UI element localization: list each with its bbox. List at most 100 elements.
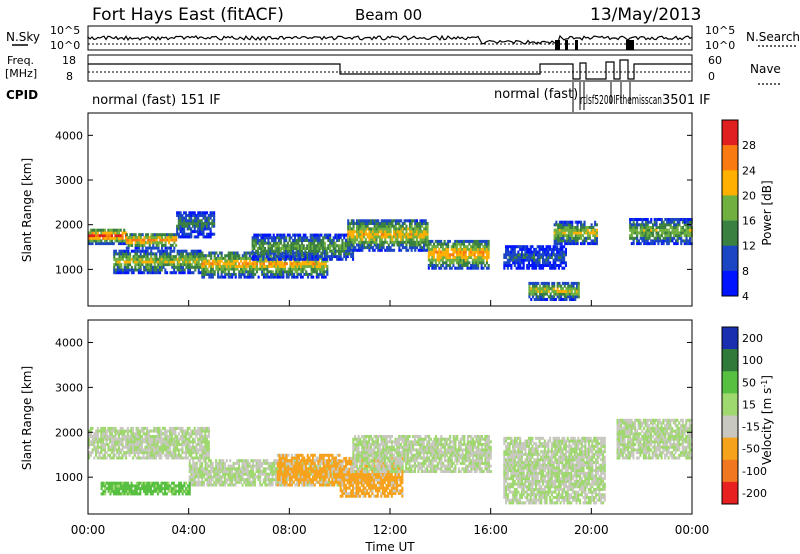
heatmap-cell — [473, 242, 476, 246]
heatmap-cell — [447, 264, 450, 267]
heatmap-cell — [311, 241, 314, 245]
heatmap-cell — [209, 227, 212, 231]
heatmap-cell — [234, 467, 237, 471]
heatmap-cell — [141, 260, 144, 264]
heatmap-cell — [146, 249, 149, 253]
heatmap-cell — [269, 461, 272, 465]
heatmap-cell — [565, 287, 568, 291]
heatmap-cell — [352, 232, 355, 236]
heatmap-cell — [125, 233, 128, 237]
heatmap-cell — [306, 239, 309, 242]
heatmap-cell — [220, 264, 223, 268]
heatmap-cell — [505, 256, 508, 259]
heatmap-cell — [643, 228, 646, 232]
heatmap-cell — [574, 242, 577, 246]
freq-panel: Freq. [MHz] 18 8 60 0 Nave — [5, 54, 782, 85]
heatmap-cell — [542, 289, 545, 293]
heatmap-cell — [454, 242, 457, 246]
heatmap-cell — [151, 440, 154, 444]
heatmap-cell — [190, 230, 193, 234]
cpid-text-2: normal (fast) — [494, 87, 578, 102]
heatmap-cell — [510, 266, 513, 270]
heatmap-cell — [200, 453, 203, 457]
heatmap-cell — [139, 255, 142, 259]
heatmap-cell — [373, 230, 376, 234]
heatmap-cell — [193, 432, 196, 436]
heatmap-cell — [130, 440, 133, 444]
heatmap-cell — [471, 247, 474, 251]
heatmap-cell — [576, 236, 579, 240]
heatmap-cell — [581, 234, 584, 238]
heatmap-cell — [316, 239, 319, 242]
heatmap-cell — [91, 231, 94, 235]
heatmap-cell — [223, 480, 226, 484]
heatmap-cell — [269, 483, 272, 487]
heatmap-cell — [316, 241, 319, 245]
freq-line — [88, 59, 692, 80]
heatmap-cell — [225, 480, 228, 484]
heatmap-cell — [272, 252, 275, 256]
heatmap-cell — [408, 230, 411, 234]
heatmap-cell — [123, 255, 126, 259]
heatmap-cell — [659, 223, 662, 227]
heatmap-cell — [332, 252, 335, 256]
heatmap-cell — [196, 257, 199, 261]
heatmap-cell — [243, 461, 246, 465]
heatmap-cell — [112, 426, 115, 430]
heatmap-cell — [224, 270, 227, 274]
heatmap-cell — [485, 256, 488, 259]
heatmap-cell — [134, 265, 137, 269]
heatmap-cell — [207, 456, 210, 460]
heatmap-cell — [145, 246, 148, 250]
heatmap-cell — [172, 429, 175, 433]
heatmap-cell — [126, 448, 129, 452]
heatmap-cell — [247, 251, 250, 255]
heatmap-cell — [204, 448, 207, 452]
heatmap-cell — [160, 432, 163, 436]
heatmap-cell — [103, 231, 106, 235]
heatmap-cell — [192, 483, 195, 487]
heatmap-cell — [407, 227, 410, 231]
heatmap-cell — [529, 245, 532, 249]
heatmap-cell — [191, 219, 194, 223]
heatmap-cell — [169, 233, 172, 237]
heatmap-cell — [96, 445, 99, 449]
heatmap-cell — [153, 238, 156, 242]
heatmap-cell — [194, 268, 197, 272]
heatmap-cell — [540, 289, 543, 293]
heatmap-cell — [538, 264, 541, 267]
heatmap-cell — [229, 259, 232, 263]
heatmap-cell — [325, 247, 328, 250]
heatmap-cell — [646, 239, 649, 243]
heatmap-cell — [91, 437, 94, 441]
heatmap-cell — [232, 464, 235, 468]
heatmap-cell — [373, 227, 376, 231]
heatmap-cell — [389, 222, 392, 225]
heatmap-cell — [303, 267, 306, 271]
heatmap-cell — [332, 249, 335, 253]
heatmap-cell — [567, 236, 570, 240]
heatmap-cell — [246, 467, 249, 471]
heatmap-cell — [100, 448, 103, 452]
heatmap-cell — [241, 270, 244, 274]
heatmap-cell — [215, 472, 218, 476]
heatmap-cell — [475, 258, 478, 262]
heatmap-cell — [134, 238, 137, 242]
heatmap-cell — [461, 264, 464, 267]
heatmap-cell — [568, 287, 571, 291]
heatmap-cell — [171, 233, 174, 237]
heatmap-cell — [561, 258, 564, 262]
heatmap-cell — [176, 263, 179, 267]
heatmap-cell — [96, 432, 99, 436]
heatmap-cell — [170, 437, 173, 441]
heatmap-cell — [227, 467, 230, 471]
heatmap-cell — [203, 256, 206, 260]
heatmap-cell — [590, 239, 593, 243]
heatmap-cell — [157, 241, 160, 245]
heatmap-cell — [288, 233, 291, 237]
heatmap-cell — [644, 218, 647, 221]
heatmap-cell — [515, 256, 518, 259]
heatmap-cell — [581, 228, 584, 232]
heatmap-cell — [522, 253, 525, 257]
heatmap-cell — [475, 261, 478, 265]
